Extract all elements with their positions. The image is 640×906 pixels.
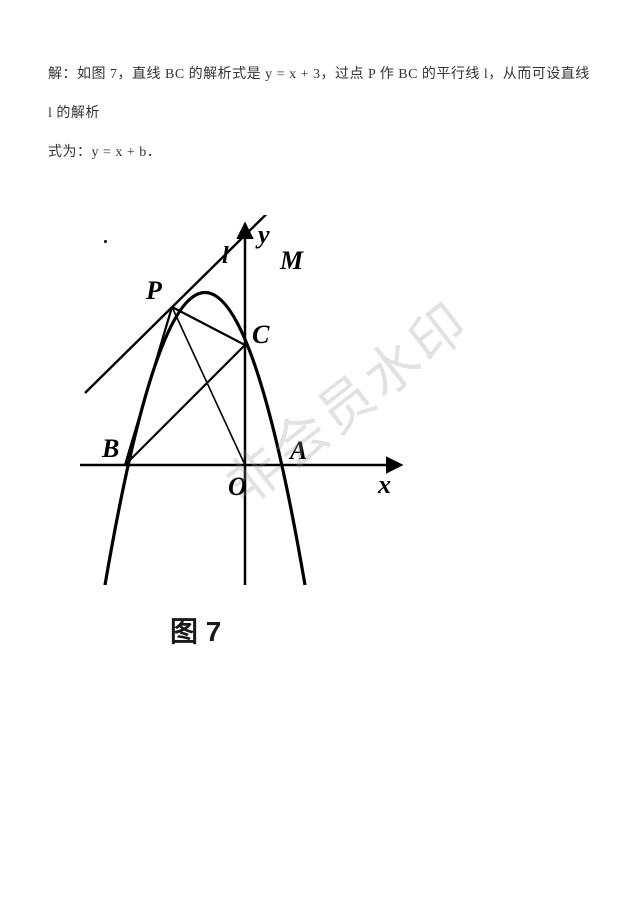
solution-text-block: 解：如图 7，直线 BC 的解析式是 y = x + 3，过点 P 作 BC 的…	[0, 0, 640, 173]
label-C: C	[252, 320, 270, 349]
label-x: x	[377, 470, 391, 499]
label-M: M	[279, 246, 304, 275]
label-A: A	[288, 436, 307, 465]
figure-7: y x O A B C P M l	[70, 215, 410, 695]
segment-PC	[172, 307, 245, 345]
parabola-curve	[105, 293, 305, 586]
solution-line-2: 式为：y = x + b．	[48, 133, 592, 172]
label-l: l	[222, 243, 229, 269]
solution-line-1: 解：如图 7，直线 BC 的解析式是 y = x + 3，过点 P 作 BC 的…	[48, 55, 592, 133]
figure-caption: 图 7	[170, 610, 221, 650]
segment-PO	[172, 307, 245, 465]
label-P: P	[145, 276, 163, 305]
label-B: B	[101, 434, 119, 463]
label-y: y	[255, 220, 270, 249]
figure-svg: y x O A B C P M l	[70, 215, 410, 605]
label-O: O	[228, 472, 247, 501]
